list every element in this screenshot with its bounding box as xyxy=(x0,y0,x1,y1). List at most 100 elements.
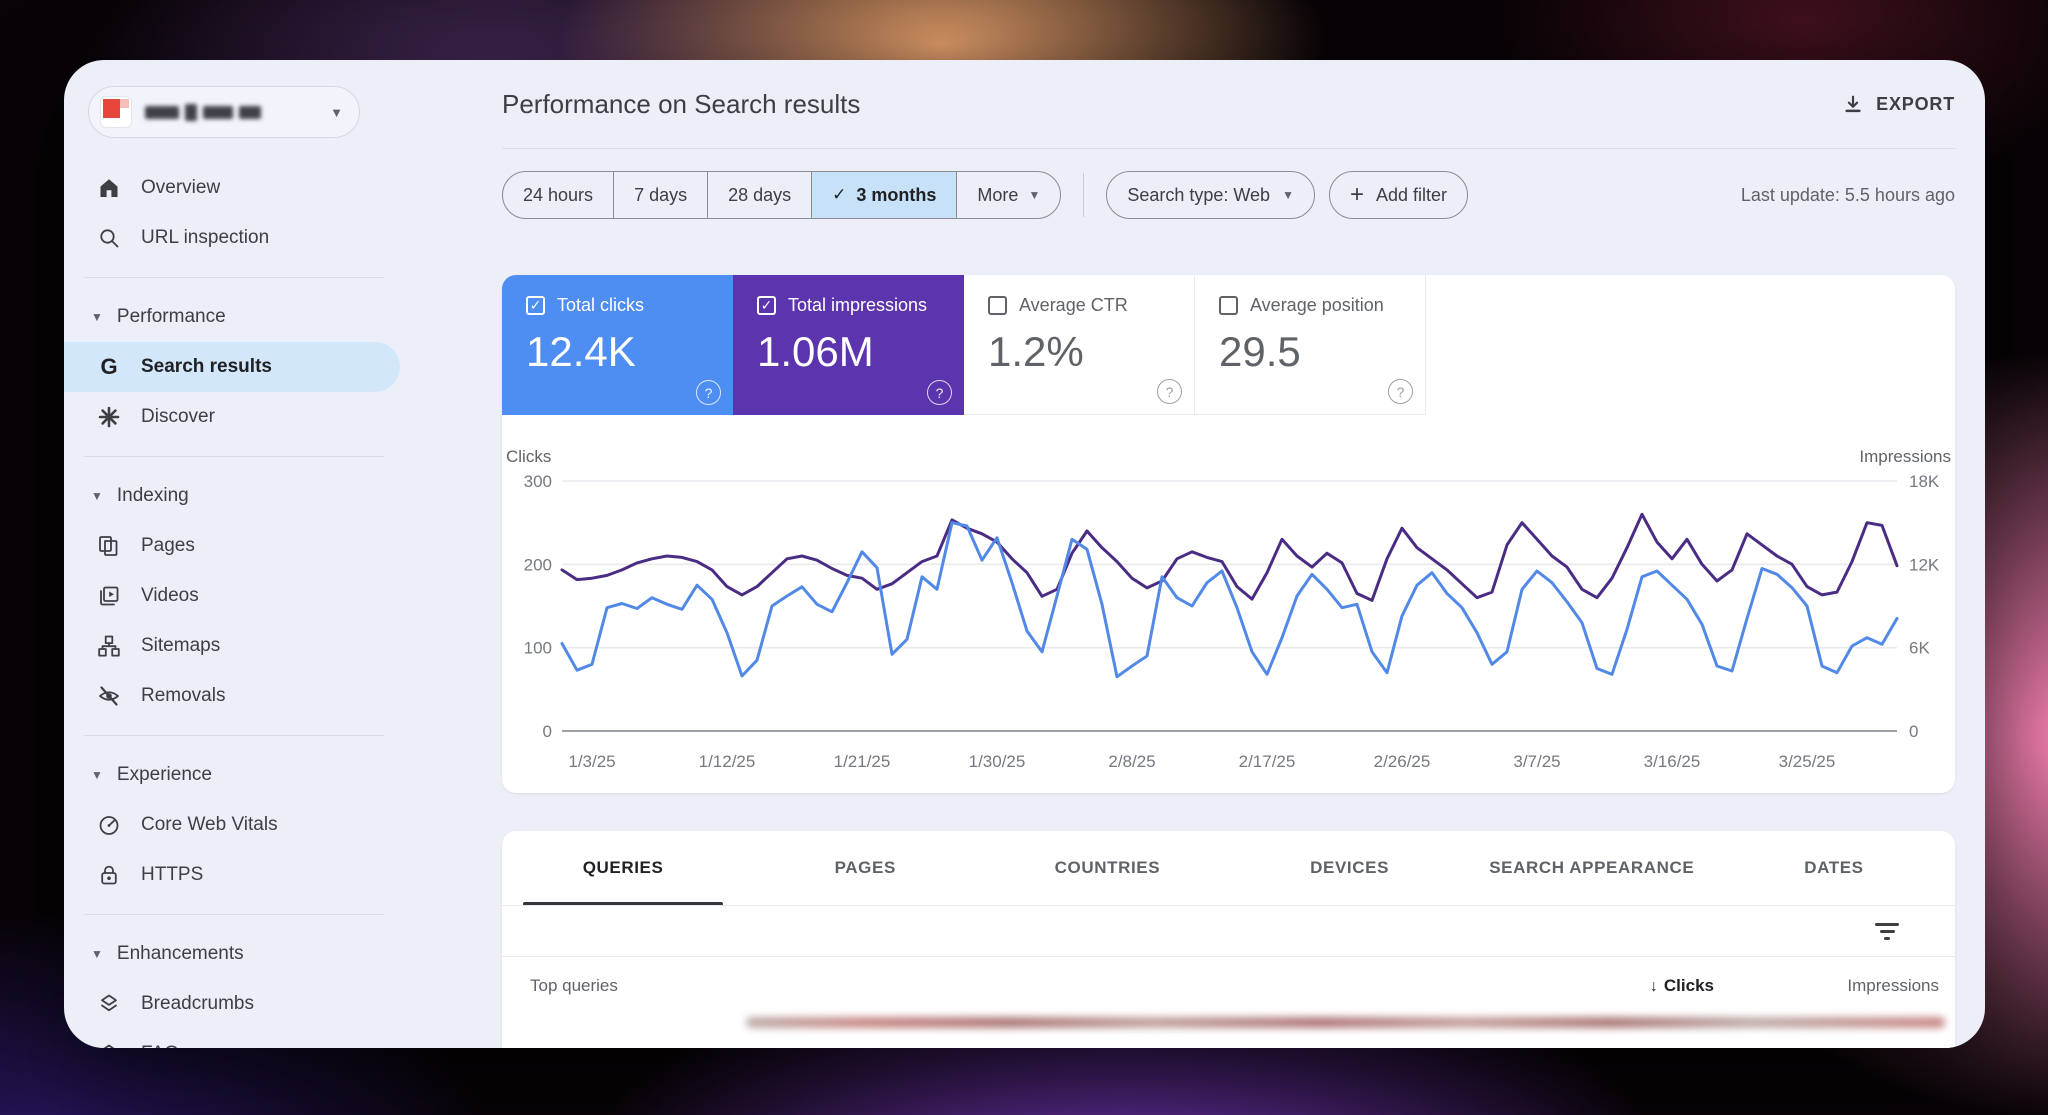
add-filter-button[interactable]: + Add filter xyxy=(1328,171,1469,219)
sidebar-item-label: Core Web Vitals xyxy=(141,814,278,835)
sidebar-section-enhancements[interactable]: ▼ Enhancements xyxy=(64,929,404,979)
date-chip-label: More xyxy=(977,184,1019,205)
tab-devices[interactable]: DEVICES xyxy=(1310,858,1390,877)
sidebar-item-core-web-vitals[interactable]: Core Web Vitals xyxy=(64,800,400,850)
unchecked-checkbox-icon[interactable] xyxy=(1219,296,1238,315)
search-icon xyxy=(97,226,121,250)
caret-down-icon: ▼ xyxy=(330,104,343,120)
dimension-tabs: QUERIES PAGES COUNTRIES DEVICES SEARCH APPEA… xyxy=(502,831,1955,906)
impressions-column-header[interactable]: Impressions xyxy=(1847,976,1939,995)
sidebar-item-breadcrumbs[interactable]: Breadcrumbs xyxy=(64,979,400,1029)
sidebar-nav: Overview URL inspection ▼ Performance G Searc… xyxy=(64,163,404,1048)
svg-text:1/21/25: 1/21/25 xyxy=(834,752,891,771)
sidebar-item-url-inspection[interactable]: URL inspection xyxy=(64,213,400,263)
https-icon xyxy=(97,863,121,887)
sidebar-section-label: Performance xyxy=(116,306,226,327)
sidebar-section-performance[interactable]: ▼ Performance xyxy=(64,292,404,342)
metric-label: Average position xyxy=(1250,295,1384,315)
sidebar-section-label: Indexing xyxy=(116,485,189,506)
sidebar-item-label: Search results xyxy=(141,356,272,377)
caret-down-icon: ▼ xyxy=(1028,188,1041,202)
metric-tile-average-ctr[interactable]: Average CTR 1.2%? xyxy=(964,275,1195,415)
core-web-vitals-icon xyxy=(97,813,121,837)
svg-text:2/17/25: 2/17/25 xyxy=(1239,752,1296,771)
metric-tile-average-position[interactable]: Average position 29.5? xyxy=(1195,275,1426,415)
search-type-label: Search type: Web xyxy=(1127,184,1271,205)
clicks-column-header[interactable]: ↓ Clicks xyxy=(1649,976,1714,995)
tab-queries[interactable]: QUERIES xyxy=(502,831,744,905)
sidebar-item-search-results[interactable]: G Search results xyxy=(64,342,400,392)
export-label: EXPORT xyxy=(1876,93,1955,114)
table-header: Top queries ↓ Clicks Impressions xyxy=(502,957,1955,1015)
svg-text:Impressions: Impressions xyxy=(1859,447,1951,466)
site-favicon xyxy=(101,97,131,127)
sidebar-item-https[interactable]: HTTPS xyxy=(64,850,400,900)
metric-tile-total-clicks[interactable]: ✓ Total clicks 12.4K? xyxy=(502,275,733,415)
unchecked-checkbox-icon[interactable] xyxy=(988,296,1007,315)
checked-checkbox-icon[interactable]: ✓ xyxy=(757,296,776,315)
sidebar-divider xyxy=(84,277,384,278)
sidebar-item-label: Breadcrumbs xyxy=(141,993,254,1014)
tab-dates[interactable]: DATES xyxy=(1804,858,1864,877)
metric-value: 29.5 xyxy=(1219,328,1301,375)
date-range-control: 24 hours 7 days 28 days ✓ 3 months More ▼ xyxy=(502,171,1062,219)
faq-icon xyxy=(97,1042,121,1048)
sidebar-item-label: HTTPS xyxy=(141,864,204,885)
pages-icon xyxy=(97,534,121,558)
sidebar-item-pages[interactable]: Pages xyxy=(64,521,400,571)
sort-desc-icon: ↓ xyxy=(1649,978,1658,995)
sidebar-item-videos[interactable]: Videos xyxy=(64,571,400,621)
help-icon[interactable]: ? xyxy=(927,380,952,405)
checked-checkbox-icon[interactable]: ✓ xyxy=(526,296,545,315)
date-chip-label: 28 days xyxy=(728,184,792,205)
sidebar-item-removals[interactable]: Removals xyxy=(64,671,400,721)
date-chip-3-months[interactable]: ✓ 3 months xyxy=(811,172,957,218)
google-g-icon: G xyxy=(100,354,118,379)
sidebar-section-indexing[interactable]: ▼ Indexing xyxy=(64,471,404,521)
svg-text:2/26/25: 2/26/25 xyxy=(1374,752,1431,771)
tab-countries[interactable]: COUNTRIES xyxy=(1054,858,1161,877)
sidebar-item-overview[interactable]: Overview xyxy=(64,163,400,213)
sidebar-divider xyxy=(84,914,384,915)
help-icon[interactable]: ? xyxy=(696,380,721,405)
search-type-filter[interactable]: Search type: Web ▼ xyxy=(1106,171,1315,219)
tab-search-appearance[interactable]: SEARCH APPEARANCE xyxy=(1489,858,1695,877)
caret-down-icon: ▼ xyxy=(91,310,103,324)
svg-text:100: 100 xyxy=(524,639,552,658)
sidebar-item-sitemaps[interactable]: Sitemaps xyxy=(64,621,400,671)
sidebar-section-experience[interactable]: ▼ Experience xyxy=(64,750,404,800)
sidebar-item-label: FAQ xyxy=(141,1043,179,1048)
date-chip-more[interactable]: More ▼ xyxy=(956,172,1060,218)
date-chip-28-days[interactable]: 28 days xyxy=(707,172,811,218)
add-filter-label: Add filter xyxy=(1375,184,1448,205)
metric-tile-total-impressions[interactable]: ✓ Total impressions 1.06M? xyxy=(733,275,964,415)
app-window: ▼ Overview URL inspection ▼ Performance G Sea… xyxy=(64,60,1985,1048)
metric-value: 1.06M xyxy=(757,328,874,375)
export-button[interactable]: EXPORT xyxy=(1842,93,1955,115)
property-name-redacted xyxy=(145,103,261,121)
dimensions-table-card: QUERIES PAGES COUNTRIES DEVICES SEARCH APPEA… xyxy=(502,831,1955,1048)
date-chip-7-days[interactable]: 7 days xyxy=(613,172,707,218)
sidebar-item-discover[interactable]: Discover xyxy=(64,392,400,442)
svg-text:0: 0 xyxy=(543,722,552,741)
sidebar-item-faq[interactable]: FAQ xyxy=(64,1029,400,1048)
help-icon[interactable]: ? xyxy=(1157,379,1182,404)
main-area: Performance on Search results EXPORT 24 … xyxy=(404,60,1985,1048)
svg-text:3/7/25: 3/7/25 xyxy=(1513,752,1560,771)
date-chip-24-hours[interactable]: 24 hours xyxy=(503,172,613,218)
caret-down-icon: ▼ xyxy=(91,947,103,961)
sidebar-item-label: Videos xyxy=(141,585,199,606)
property-selector[interactable]: ▼ xyxy=(88,86,360,138)
videos-icon xyxy=(97,584,121,608)
sidebar-item-label: Discover xyxy=(141,406,215,427)
svg-text:3/16/25: 3/16/25 xyxy=(1644,752,1701,771)
filter-rows-icon[interactable] xyxy=(1875,922,1899,940)
last-update-text: Last update: 5.5 hours ago xyxy=(1740,184,1955,205)
table-row-redacted xyxy=(746,1017,1945,1028)
sitemaps-icon xyxy=(97,634,121,658)
metric-value: 1.2% xyxy=(988,328,1084,375)
help-icon[interactable]: ? xyxy=(1388,379,1413,404)
metric-label: Average CTR xyxy=(1019,295,1128,315)
sidebar-divider xyxy=(84,456,384,457)
tab-pages[interactable]: PAGES xyxy=(834,858,896,877)
